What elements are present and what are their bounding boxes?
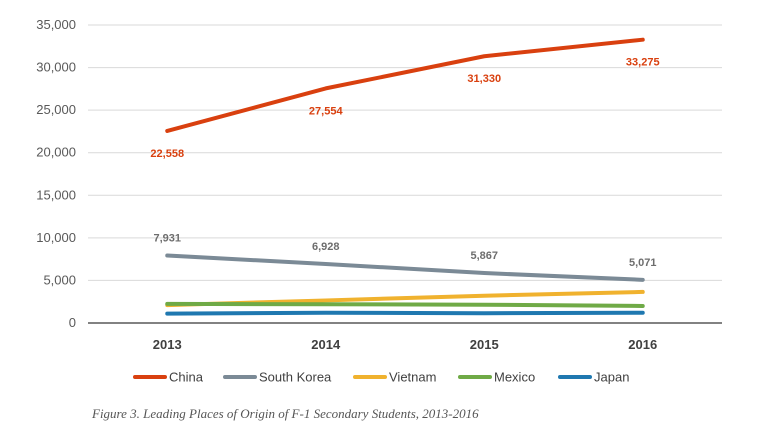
y-tick-label: 5,000 xyxy=(43,272,76,287)
legend-label: China xyxy=(169,370,204,385)
legend-item-japan: Japan xyxy=(558,370,629,385)
data-label-south-korea: 6,928 xyxy=(312,241,340,253)
data-label-china: 27,554 xyxy=(309,105,344,117)
legend-item-vietnam: Vietnam xyxy=(353,370,436,385)
legend-label: Mexico xyxy=(494,370,535,385)
y-tick-label: 25,000 xyxy=(36,102,76,117)
data-label-china: 33,275 xyxy=(626,57,660,69)
data-label-china: 22,558 xyxy=(150,148,184,160)
y-tick-label: 0 xyxy=(69,315,76,330)
gridlines xyxy=(88,24,722,281)
y-tick-label: 10,000 xyxy=(36,230,76,245)
x-tick-label: 2015 xyxy=(470,337,499,352)
x-tick-label: 2014 xyxy=(311,337,341,352)
data-labels: 22,558 27,554 31,330 33,275 7,931 6,928 5,867 5… xyxy=(150,57,659,269)
series-lines xyxy=(165,37,645,316)
y-tick-label: 35,000 xyxy=(36,17,76,32)
series-line-japan xyxy=(165,310,645,316)
data-label-south-korea: 7,931 xyxy=(153,232,181,244)
legend-item-south-korea: South Korea xyxy=(223,370,332,385)
x-tick-label: 2016 xyxy=(628,337,657,352)
legend-item-mexico: Mexico xyxy=(458,370,535,385)
figure-caption: Figure 3. Leading Places of Origin of F-… xyxy=(92,406,479,421)
legend-label: Vietnam xyxy=(389,370,436,385)
x-tick-label: 2013 xyxy=(153,337,182,352)
data-label-china: 31,330 xyxy=(467,73,501,85)
series-line-china xyxy=(165,37,645,133)
y-tick-label: 30,000 xyxy=(36,60,76,75)
legend-label: South Korea xyxy=(259,370,332,385)
series-line-mexico xyxy=(165,301,645,308)
legend-label: Japan xyxy=(594,370,629,385)
y-tick-label: 15,000 xyxy=(36,187,76,202)
y-axis: 0 5,000 10,000 15,000 20,000 25,000 30,000 35,0… xyxy=(36,17,76,330)
y-tick-label: 20,000 xyxy=(36,145,76,160)
legend-item-china: China xyxy=(133,370,204,385)
series-line-south-korea xyxy=(165,253,645,282)
data-label-south-korea: 5,867 xyxy=(470,250,498,262)
data-label-south-korea: 5,071 xyxy=(629,257,657,269)
legend: China South Korea Vietnam Mexico Japan xyxy=(133,370,629,385)
x-axis: 2013 2014 2015 2016 xyxy=(88,322,722,352)
